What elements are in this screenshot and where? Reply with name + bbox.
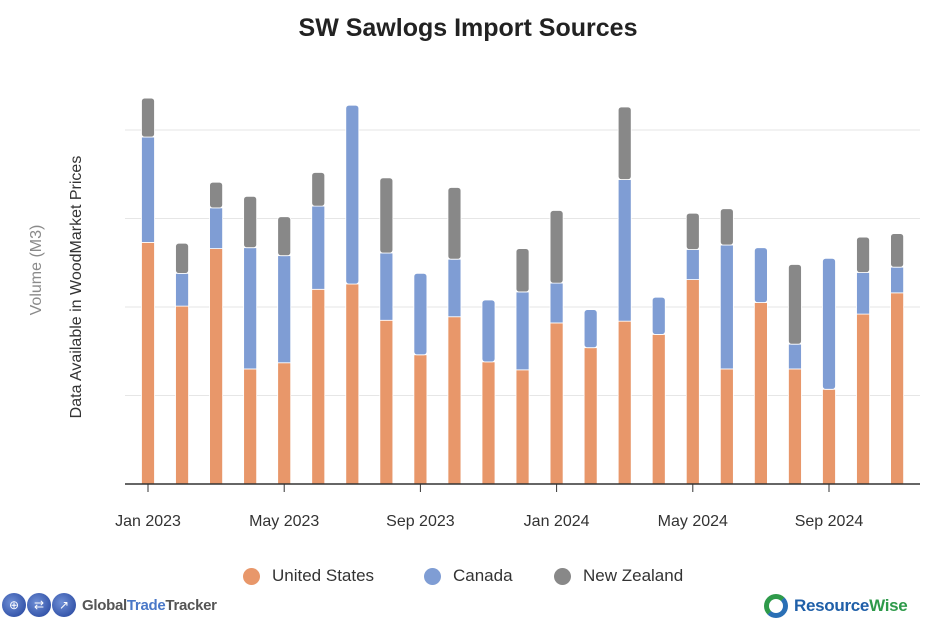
resourcewise-logo: ResourceWise [764,594,908,618]
bar-new-zealand [856,236,870,273]
logo-text: Tracker [165,596,217,614]
bar-new-zealand [209,181,224,209]
bar-canada [141,136,155,243]
bar-united-states [719,368,734,485]
global-trade-tracker-logo: ⊕ ⇄ ↗ GlobalTradeTracker [2,593,217,617]
bar-united-states [141,241,155,485]
bar-new-zealand [447,187,462,260]
legend-label: Canada [453,566,513,585]
x-tick-label: Sep 2023 [386,513,455,530]
bar-new-zealand [719,208,734,246]
bar-united-states [243,368,258,485]
bar-canada [243,247,258,370]
bar-canada [379,252,394,321]
legend-item-united-states[interactable]: United States [243,566,374,586]
bar-canada [413,272,428,356]
bar-united-states [481,361,496,485]
bar-canada [822,257,836,390]
logo-text: Global [82,596,127,614]
bar-united-states [175,305,189,485]
bar-united-states [379,319,394,485]
bar-new-zealand [549,210,564,284]
bar-new-zealand [277,216,292,257]
bar-canada [719,244,734,370]
bar-canada [754,247,768,303]
bar-united-states [890,292,904,485]
x-tick-label: Jan 2023 [115,513,181,530]
bar-canada [856,272,870,315]
bar-new-zealand [311,172,326,207]
bar-canada [447,258,462,318]
bar-canada [209,207,224,249]
bar-canada [583,309,598,349]
logo-text: Resource [794,596,870,615]
bar-united-states [345,283,360,485]
logo-text: Wise [869,596,908,615]
legend-item-new-zealand[interactable]: New Zealand [554,566,683,586]
bar-united-states [549,322,564,485]
bar-new-zealand [685,212,700,250]
globe-icon: ⊕ [2,593,26,617]
bar-canada [515,291,530,371]
logo-text: Trade [126,596,166,614]
legend-label: New Zealand [583,566,684,585]
resourcewise-icon [764,594,788,618]
bar-canada [277,255,292,364]
bar-new-zealand [243,195,258,249]
x-tick-label: Sep 2024 [795,513,864,530]
x-tick-label: May 2023 [249,513,319,530]
bar-canada [549,282,564,324]
bar-canada [481,299,496,363]
bar-united-states [277,362,292,485]
bar-new-zealand [788,264,802,345]
x-tick-label: May 2024 [658,513,728,530]
bar-canada [685,249,700,280]
bar-united-states [754,302,768,485]
bar-united-states [209,248,224,485]
chart-title: SW Sawlogs Import Sources [298,14,638,42]
bar-united-states [788,368,802,485]
bar-canada [345,104,360,285]
x-tick-label: Jan 2024 [524,513,590,530]
legend-marker [424,567,441,585]
bar-united-states [651,334,666,485]
bar-canada [311,205,326,290]
bar-new-zealand [890,233,904,268]
chart-icon: ↗ [52,593,76,617]
legend-marker [243,567,260,585]
bar-canada [890,266,904,294]
bar-canada [651,296,666,335]
bar-united-states [311,288,326,485]
exchange-icon: ⇄ [27,593,51,617]
bar-canada [175,272,189,307]
bar-canada [788,343,802,370]
bar-new-zealand [515,248,530,293]
bar-new-zealand [617,106,632,180]
bar-united-states [413,354,428,485]
bar-new-zealand [379,177,394,254]
bar-canada [617,179,632,322]
legend-label: United States [272,566,375,585]
legend-item-canada[interactable]: Canada [424,566,513,586]
bar-new-zealand [141,97,155,138]
bar-united-states [685,279,700,485]
bar-united-states [856,313,870,485]
legend-marker [554,567,571,585]
bar-united-states [515,369,530,485]
bar-new-zealand [175,242,189,274]
bar-united-states [617,320,632,485]
bar-united-states [822,388,836,485]
bar-united-states [583,347,598,485]
bar-united-states [447,316,462,485]
